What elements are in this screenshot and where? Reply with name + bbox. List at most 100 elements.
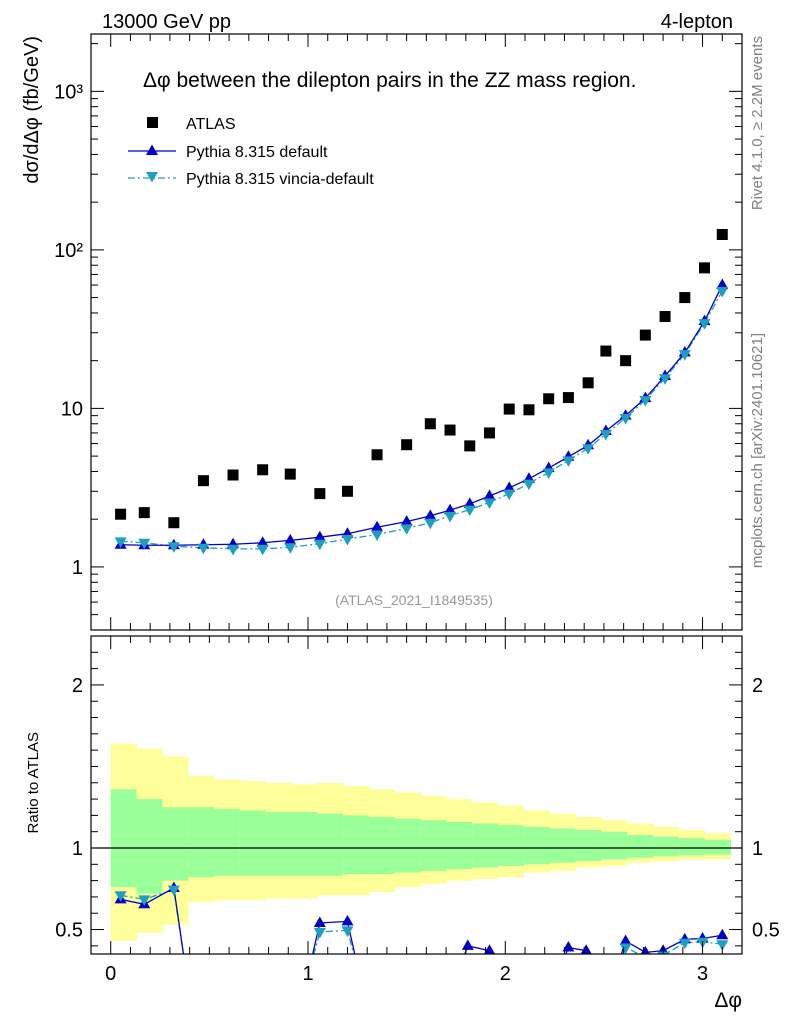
ratio-tick-label: 1	[72, 838, 83, 860]
ratio-marker-vincia	[341, 926, 354, 937]
marker-atlas	[138, 507, 150, 519]
marker-default	[463, 497, 476, 508]
marker-atlas	[371, 449, 383, 461]
marker-atlas	[227, 469, 239, 481]
ratio-marker-vincia	[167, 885, 180, 897]
ratio-line-default	[120, 886, 723, 954]
ratio-tick-label-right: 0.5	[752, 920, 780, 942]
marker-vincia	[444, 511, 457, 523]
ratio-band-stat	[291, 812, 318, 876]
marker-vincia	[522, 479, 535, 491]
marker-vincia	[463, 505, 476, 517]
x-tick-label: 1	[302, 963, 313, 985]
marker-vincia	[503, 489, 516, 501]
main-frame	[90, 33, 743, 631]
main-panel: 1 10 10² 10³ Δφ between the dilepton pairs …	[21, 33, 743, 631]
marker-vincia	[659, 374, 672, 385]
ratio-band-stat	[497, 825, 525, 866]
marker-default	[716, 278, 729, 290]
marker-atlas	[401, 439, 413, 451]
marker-default	[284, 533, 297, 545]
ratio-marker-default	[341, 914, 354, 926]
marker-vincia	[284, 543, 297, 554]
ratio-band-stat	[136, 799, 163, 894]
marker-atlas	[716, 229, 728, 241]
ratio-band-stat	[343, 815, 370, 875]
ratio-band-stat	[265, 812, 292, 876]
marker-vincia	[483, 498, 496, 509]
marker-default	[256, 536, 269, 547]
marker-vincia	[114, 537, 127, 548]
marker-vincia	[678, 350, 691, 361]
marker-vincia	[256, 544, 269, 556]
ratio-tick-label-right: 1	[752, 838, 763, 860]
legend-marker-vincia	[146, 172, 158, 183]
ratio-y-ticks: 0.5 0.5 1 1 2 2	[55, 635, 780, 947]
series-line-vincia	[120, 290, 723, 550]
legend-label-default: Pythia 8.315 default	[186, 144, 328, 161]
legend-label-vincia: Pythia 8.315 vincia-default	[186, 171, 374, 188]
marker-default	[313, 530, 326, 542]
marker-atlas	[582, 377, 594, 389]
legend-label-atlas: ATLAS	[186, 116, 236, 133]
ratio-band-stat	[446, 821, 473, 870]
marker-atlas	[444, 424, 456, 436]
chart-title: Δφ between the dilepton pairs in the ZZ …	[143, 69, 636, 92]
ratio-y-axis-label: Ratio to ATLAS	[25, 732, 42, 833]
marker-default	[503, 481, 516, 492]
ratio-marker-vincia	[114, 891, 127, 902]
marker-default	[400, 515, 413, 526]
marker-vincia	[197, 543, 210, 555]
legend-marker-default	[146, 144, 158, 155]
marker-atlas	[341, 485, 353, 497]
marker-default	[424, 509, 437, 520]
ratio-band-stat	[575, 830, 602, 862]
ratio-band-stat	[162, 807, 189, 881]
marker-atlas	[562, 392, 574, 404]
ratio-marker-default	[562, 940, 575, 952]
marker-vincia	[698, 319, 711, 330]
marker-vincia	[341, 535, 354, 546]
ratio-band-stat	[678, 838, 706, 856]
ratio-band-stat	[317, 813, 344, 876]
header-right: 4-lepton	[661, 11, 733, 33]
ratio-tick-label: 0.5	[55, 920, 83, 942]
marker-atlas	[284, 468, 296, 480]
ratio-band-stat	[239, 810, 266, 876]
ratio-marker-vincia	[639, 953, 652, 954]
ratio-band-stat	[653, 836, 680, 857]
marker-atlas	[464, 440, 476, 452]
marker-vincia	[562, 456, 575, 467]
header-left: 13000 GeV pp	[102, 11, 231, 33]
marker-vincia	[639, 395, 652, 407]
ratio-marker-default	[580, 944, 592, 954]
x-axis-label: Δφ	[714, 989, 742, 1012]
marker-atlas	[483, 427, 495, 439]
ratio-marker-default	[619, 934, 632, 945]
marker-atlas	[314, 488, 326, 500]
main-series	[114, 229, 729, 556]
legend-marker-atlas	[147, 117, 158, 128]
ratio-band-stat	[420, 820, 447, 871]
side-label-rivet: Rivet 4.1.0, ≥ 2.2M events	[749, 36, 766, 210]
marker-atlas	[424, 418, 436, 430]
x-tick-label: 3	[697, 963, 708, 985]
marker-atlas	[503, 403, 515, 415]
marker-vincia	[716, 287, 729, 298]
ratio-band-stat	[188, 807, 215, 878]
ratio-band-stat	[627, 834, 654, 858]
ratio-line-vincia	[120, 888, 723, 954]
marker-vincia	[138, 538, 151, 550]
marker-atlas	[168, 517, 180, 529]
marker-atlas	[639, 329, 651, 341]
marker-atlas	[115, 508, 127, 520]
ratio-marker-vincia	[716, 940, 729, 951]
ratio-tick-label: 2	[72, 675, 83, 697]
marker-atlas	[679, 292, 691, 304]
ratio-tick-label-right: 2	[752, 675, 763, 697]
x-tick-label: 0	[105, 963, 116, 985]
ratio-band-stat	[214, 808, 241, 876]
marker-atlas	[257, 464, 269, 476]
ratio-marker-vincia	[678, 938, 691, 950]
marker-default	[483, 489, 496, 501]
